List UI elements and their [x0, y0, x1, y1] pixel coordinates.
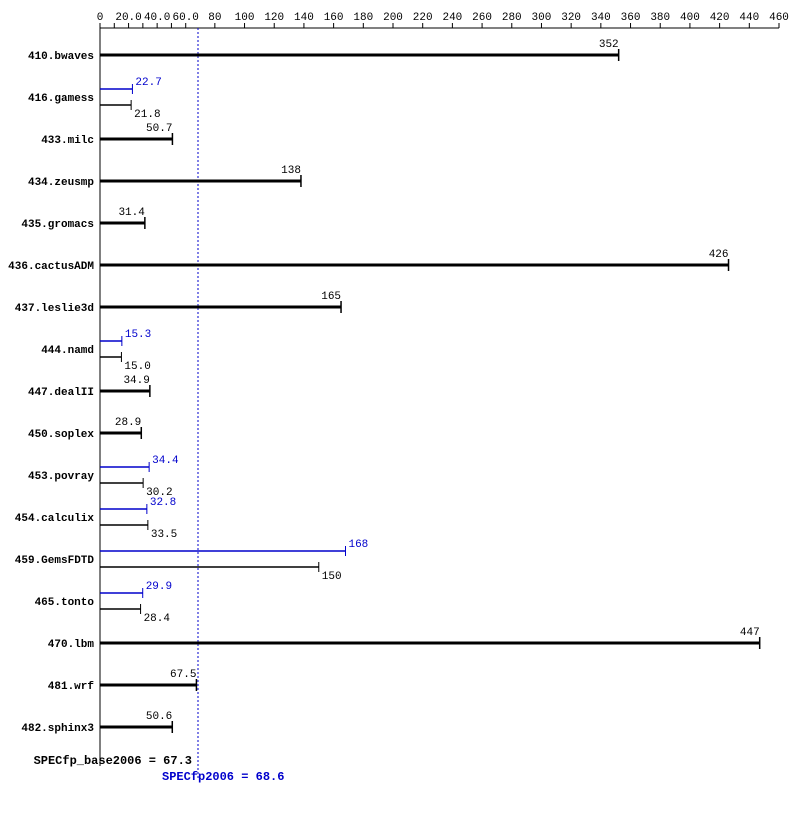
spec-chart: 0 20.040.060.0 80 100 120 140 160 180 200 220 240 2… — [0, 0, 799, 831]
axis-tick-label: 200 — [383, 12, 403, 24]
benchmark-label: 436.cactusADM — [8, 261, 94, 273]
benchmark-label: 410.bwaves — [28, 51, 94, 63]
benchmark-label: 454.calculix — [15, 513, 95, 525]
benchmark-label: 434.zeusmp — [28, 177, 94, 189]
axis-tick-label: 300 — [532, 12, 552, 24]
base-value: 352 — [599, 39, 619, 51]
base-value: 33.5 — [151, 529, 177, 541]
benchmark-label: 465.tonto — [35, 597, 95, 609]
axis-tick-label: 280 — [502, 12, 522, 24]
axis-tick-label: 320 — [561, 12, 581, 24]
axis-tick-label: 40.0 — [144, 12, 170, 24]
axis-tick-label: 120 — [264, 12, 284, 24]
axis-tick-label: 460 — [769, 12, 789, 24]
benchmark-label: 453.povray — [28, 471, 94, 483]
axis-tick-label: 100 — [235, 12, 255, 24]
benchmark-label: 470.lbm — [48, 639, 95, 651]
axis-tick-label: 180 — [353, 12, 373, 24]
benchmark-label: 435.gromacs — [21, 219, 94, 231]
base-value: 15.0 — [124, 361, 150, 373]
base-value: 150 — [322, 571, 342, 583]
peak-summary-label: SPECfp2006 = 68.6 — [162, 770, 284, 784]
axis-tick-label: 160 — [324, 12, 344, 24]
base-value: 67.5 — [170, 669, 196, 681]
benchmark-label: 450.soplex — [28, 429, 94, 441]
peak-value: 22.7 — [135, 77, 161, 89]
axis-tick-label: 380 — [650, 12, 670, 24]
benchmark-label: 437.leslie3d — [15, 303, 94, 315]
axis-tick-label: 20.0 — [115, 12, 141, 24]
axis-tick-label: 80 — [208, 12, 221, 24]
base-summary-label: SPECfp_base2006 = 67.3 — [34, 754, 192, 768]
base-value: 21.8 — [134, 109, 160, 121]
axis-tick-label: 220 — [413, 12, 433, 24]
axis-tick-label: 360 — [621, 12, 641, 24]
base-value: 426 — [709, 249, 729, 261]
base-value: 447 — [740, 627, 760, 639]
benchmark-label: 482.sphinx3 — [21, 723, 94, 735]
peak-value: 34.4 — [152, 455, 179, 467]
peak-value: 32.8 — [150, 497, 176, 509]
base-value: 165 — [321, 291, 341, 303]
base-value: 31.4 — [118, 207, 145, 219]
axis-tick-label: 260 — [472, 12, 492, 24]
peak-value: 29.9 — [146, 581, 172, 593]
benchmark-label: 416.gamess — [28, 93, 94, 105]
axis-tick-label: 240 — [442, 12, 462, 24]
peak-value: 168 — [348, 539, 368, 551]
benchmark-label: 444.namd — [41, 345, 94, 357]
axis-tick-label: 400 — [680, 12, 700, 24]
axis-tick-label: 440 — [739, 12, 759, 24]
base-value: 34.9 — [123, 375, 149, 387]
base-value: 28.9 — [115, 417, 141, 429]
benchmark-label: 433.milc — [41, 135, 94, 147]
benchmark-label: 481.wrf — [48, 681, 95, 693]
axis-tick-label: 140 — [294, 12, 314, 24]
base-value: 50.6 — [146, 711, 172, 723]
axis-tick-label: 420 — [710, 12, 730, 24]
base-value: 138 — [281, 165, 301, 177]
base-value: 50.7 — [146, 123, 172, 135]
axis-tick-label: 60.0 — [173, 12, 199, 24]
axis-tick-label: 0 — [97, 12, 104, 24]
axis-tick-label: 340 — [591, 12, 611, 24]
base-value: 28.4 — [144, 613, 171, 625]
benchmark-label: 459.GemsFDTD — [15, 555, 95, 567]
benchmark-label: 447.dealII — [28, 387, 94, 399]
peak-value: 15.3 — [125, 329, 151, 341]
